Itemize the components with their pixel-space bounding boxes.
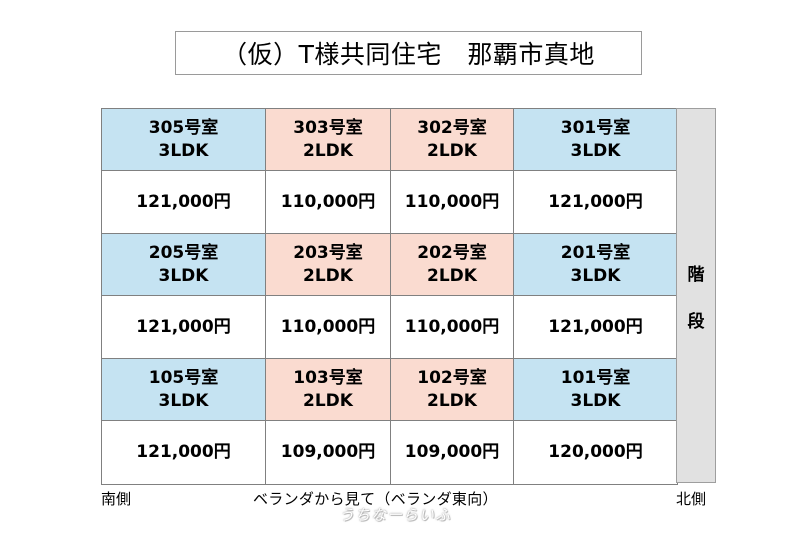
room-type: 3LDK xyxy=(570,265,621,286)
unit-203-price: 110,000円 xyxy=(265,295,391,359)
room-type: 2LDK xyxy=(303,265,353,286)
floor-plan-table: 305号室 3LDK 303号室 2LDK 302号室 2LDK 301号室 3LDK … xyxy=(101,108,678,485)
watermark-logo: うちなーらいふ xyxy=(339,506,452,524)
unit-105-price: 121,000円 xyxy=(101,420,266,485)
unit-302-cell: 302号室 2LDK xyxy=(390,108,514,171)
room-number: 202号室 xyxy=(417,242,487,263)
unit-202-cell: 202号室 2LDK xyxy=(390,233,514,296)
room-number: 203号室 xyxy=(293,242,363,263)
unit-203-cell: 203号室 2LDK xyxy=(265,233,391,296)
room-number: 205号室 xyxy=(148,242,219,263)
room-type: 2LDK xyxy=(427,390,477,411)
north-side-label: 北側 xyxy=(676,490,707,508)
unit-103-price: 109,000円 xyxy=(265,420,391,485)
unit-303-cell: 303号室 2LDK xyxy=(265,108,391,171)
room-number: 301号室 xyxy=(560,117,631,138)
room-number: 103号室 xyxy=(293,367,363,388)
room-number: 303号室 xyxy=(293,117,363,138)
room-number: 201号室 xyxy=(560,242,631,263)
unit-205-price: 121,000円 xyxy=(101,295,266,359)
room-number: 105号室 xyxy=(148,367,219,388)
stairs-label-1: 階 xyxy=(687,264,705,285)
stairs-block: 階 段 xyxy=(676,108,716,483)
unit-101-cell: 101号室 3LDK xyxy=(513,358,678,421)
floor-3-rooms-row: 305号室 3LDK 303号室 2LDK 302号室 2LDK 301号室 3LDK xyxy=(101,108,678,171)
room-number: 102号室 xyxy=(417,367,487,388)
room-type: 2LDK xyxy=(303,390,353,411)
unit-205-cell: 205号室 3LDK xyxy=(101,233,266,296)
unit-302-price: 110,000円 xyxy=(390,170,514,234)
unit-105-cell: 105号室 3LDK xyxy=(101,358,266,421)
floor-2-rooms-row: 205号室 3LDK 203号室 2LDK 202号室 2LDK 201号室 3LDK xyxy=(101,233,678,296)
room-type: 2LDK xyxy=(303,140,353,161)
floor-1-price-row: 121,000円 109,000円 109,000円 120,000円 xyxy=(101,420,678,485)
room-number: 305号室 xyxy=(148,117,219,138)
unit-303-price: 110,000円 xyxy=(265,170,391,234)
room-type: 3LDK xyxy=(570,390,621,411)
room-type: 3LDK xyxy=(570,140,621,161)
page-title: （仮）T様共同住宅 那覇市真地 xyxy=(175,31,642,75)
unit-201-cell: 201号室 3LDK xyxy=(513,233,678,296)
south-side-label: 南側 xyxy=(101,490,132,508)
room-type: 3LDK xyxy=(158,140,209,161)
room-number: 101号室 xyxy=(560,367,631,388)
unit-103-cell: 103号室 2LDK xyxy=(265,358,391,421)
unit-102-cell: 102号室 2LDK xyxy=(390,358,514,421)
orientation-caption: ベランダから見て（ベランダ東向） xyxy=(253,490,498,508)
unit-201-price: 121,000円 xyxy=(513,295,678,359)
room-number: 302号室 xyxy=(417,117,487,138)
room-type: 3LDK xyxy=(158,390,209,411)
unit-101-price: 120,000円 xyxy=(513,420,678,485)
unit-301-price: 121,000円 xyxy=(513,170,678,234)
stairs-label-2: 段 xyxy=(687,311,705,332)
unit-301-cell: 301号室 3LDK xyxy=(513,108,678,171)
room-type: 2LDK xyxy=(427,140,477,161)
floor-1-rooms-row: 105号室 3LDK 103号室 2LDK 102号室 2LDK 101号室 3LDK xyxy=(101,358,678,421)
room-type: 2LDK xyxy=(427,265,477,286)
room-type: 3LDK xyxy=(158,265,209,286)
floor-2-price-row: 121,000円 110,000円 110,000円 121,000円 xyxy=(101,295,678,359)
unit-305-cell: 305号室 3LDK xyxy=(101,108,266,171)
unit-305-price: 121,000円 xyxy=(101,170,266,234)
unit-202-price: 110,000円 xyxy=(390,295,514,359)
unit-102-price: 109,000円 xyxy=(390,420,514,485)
floor-3-price-row: 121,000円 110,000円 110,000円 121,000円 xyxy=(101,170,678,234)
